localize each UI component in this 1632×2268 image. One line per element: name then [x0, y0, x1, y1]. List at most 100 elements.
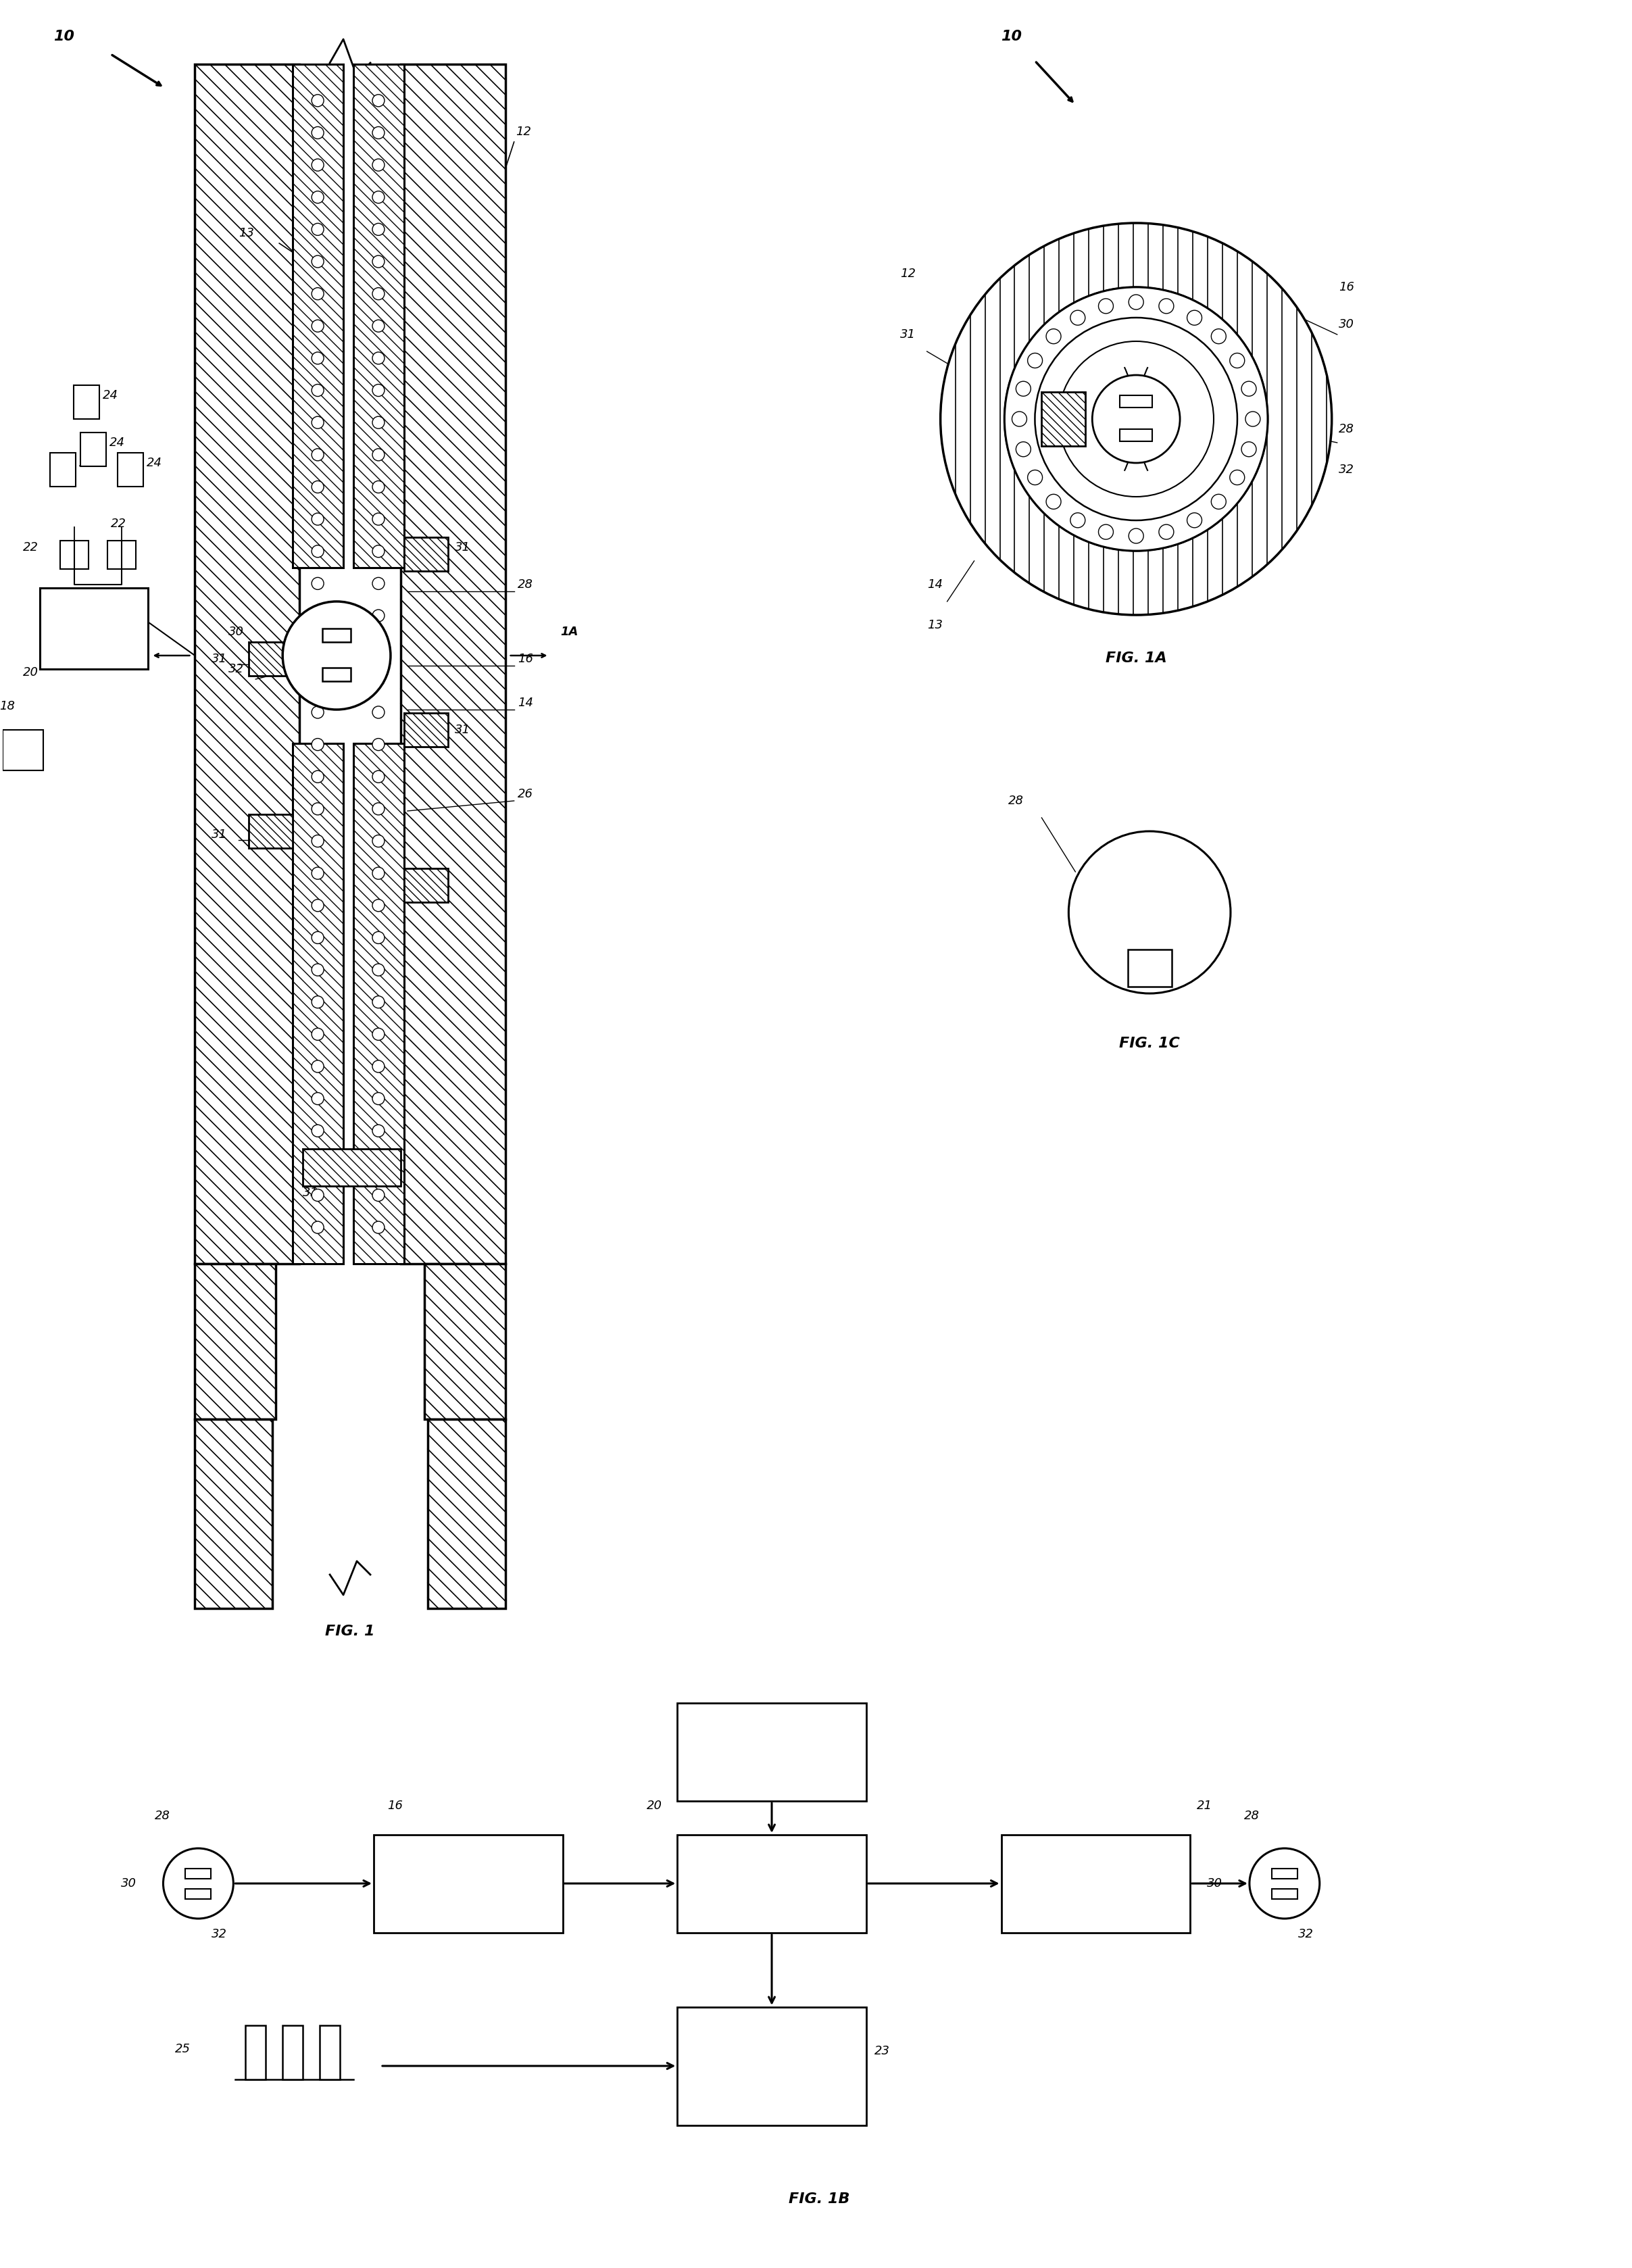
Text: 24: 24 — [109, 435, 124, 449]
Text: 32: 32 — [1297, 1928, 1314, 1939]
Circle shape — [1005, 288, 1268, 551]
Circle shape — [312, 674, 323, 687]
Circle shape — [1098, 299, 1113, 313]
Text: SENSORS: SENSORS — [744, 1760, 800, 1771]
Circle shape — [372, 610, 385, 621]
Text: 23: 23 — [875, 2046, 889, 2057]
Circle shape — [372, 288, 385, 299]
Circle shape — [372, 642, 385, 653]
Text: 26: 26 — [517, 787, 534, 801]
Circle shape — [312, 1125, 323, 1136]
Text: 31: 31 — [212, 653, 227, 665]
Circle shape — [312, 610, 323, 621]
Text: 12: 12 — [899, 268, 916, 279]
Circle shape — [372, 1093, 385, 1105]
Text: 10: 10 — [1000, 29, 1022, 43]
Text: VALVE(S): VALVE(S) — [1072, 1892, 1120, 1901]
Circle shape — [163, 1848, 233, 1919]
Circle shape — [312, 866, 323, 880]
Circle shape — [1028, 469, 1043, 485]
Bar — [374, 1835, 563, 1932]
Text: 14: 14 — [517, 696, 534, 710]
Bar — [323, 667, 351, 680]
Bar — [250, 814, 292, 848]
Text: DEVICE: DEVICE — [752, 2082, 792, 2093]
Text: 14: 14 — [927, 578, 943, 590]
Circle shape — [312, 1061, 323, 1073]
Circle shape — [312, 159, 323, 170]
Circle shape — [1017, 442, 1031, 456]
Text: READER: READER — [442, 1878, 493, 1889]
Circle shape — [372, 739, 385, 751]
Bar — [108, 540, 135, 569]
Circle shape — [372, 705, 385, 719]
Text: MICRO-: MICRO- — [751, 1864, 793, 1876]
Circle shape — [372, 320, 385, 331]
Circle shape — [312, 481, 323, 492]
Bar — [320, 2025, 339, 2080]
Bar — [292, 744, 343, 1263]
Bar — [80, 433, 106, 467]
Circle shape — [372, 417, 385, 429]
Text: PRESSURE: PRESSURE — [744, 2041, 800, 2053]
Circle shape — [1242, 442, 1257, 456]
Circle shape — [312, 1188, 323, 1202]
Bar — [194, 64, 300, 1263]
Text: 16: 16 — [1338, 281, 1355, 293]
Text: 16: 16 — [387, 1801, 403, 1812]
Text: 22: 22 — [111, 517, 126, 531]
Circle shape — [372, 1125, 385, 1136]
Circle shape — [312, 1220, 323, 1234]
Text: SIGNALING: SIGNALING — [743, 2062, 801, 2073]
Text: 24: 24 — [78, 456, 95, 469]
Circle shape — [282, 601, 390, 710]
Circle shape — [372, 1157, 385, 1168]
Bar — [677, 1703, 867, 1801]
Bar — [405, 869, 447, 903]
Circle shape — [312, 222, 323, 236]
Text: 31: 31 — [304, 1186, 318, 1200]
Bar — [304, 1150, 401, 1186]
Circle shape — [312, 383, 323, 397]
Text: 28: 28 — [1009, 794, 1023, 807]
Text: 31: 31 — [455, 723, 470, 735]
Circle shape — [372, 256, 385, 268]
Circle shape — [1211, 329, 1226, 345]
Circle shape — [372, 1188, 385, 1202]
Text: 18: 18 — [0, 701, 15, 712]
Circle shape — [1231, 354, 1245, 367]
Bar — [1128, 950, 1172, 987]
Text: 24: 24 — [147, 456, 162, 469]
Bar — [51, 454, 75, 488]
Bar — [677, 2007, 867, 2125]
Text: 1A: 1A — [560, 626, 578, 637]
Text: 25: 25 — [175, 2043, 191, 2055]
Circle shape — [312, 900, 323, 912]
Bar — [354, 744, 405, 1263]
Bar — [186, 1889, 211, 1898]
Circle shape — [312, 705, 323, 719]
Circle shape — [1186, 311, 1201, 324]
Text: 16: 16 — [517, 653, 534, 665]
Text: 32: 32 — [1338, 463, 1355, 476]
Circle shape — [312, 964, 323, 975]
Circle shape — [372, 900, 385, 912]
Circle shape — [312, 127, 323, 138]
Circle shape — [312, 449, 323, 460]
Circle shape — [372, 932, 385, 943]
Text: FIG. 1A: FIG. 1A — [1105, 651, 1167, 665]
Bar — [250, 642, 292, 676]
Bar — [73, 386, 100, 420]
Bar — [405, 538, 447, 572]
Circle shape — [312, 256, 323, 268]
Bar — [354, 64, 405, 567]
Text: 30: 30 — [228, 626, 245, 637]
Text: 13: 13 — [238, 227, 255, 238]
Circle shape — [1046, 329, 1061, 345]
Circle shape — [372, 1027, 385, 1041]
Bar — [405, 712, 447, 746]
Circle shape — [312, 513, 323, 526]
Circle shape — [1159, 524, 1173, 540]
Circle shape — [372, 95, 385, 107]
Circle shape — [1231, 469, 1245, 485]
